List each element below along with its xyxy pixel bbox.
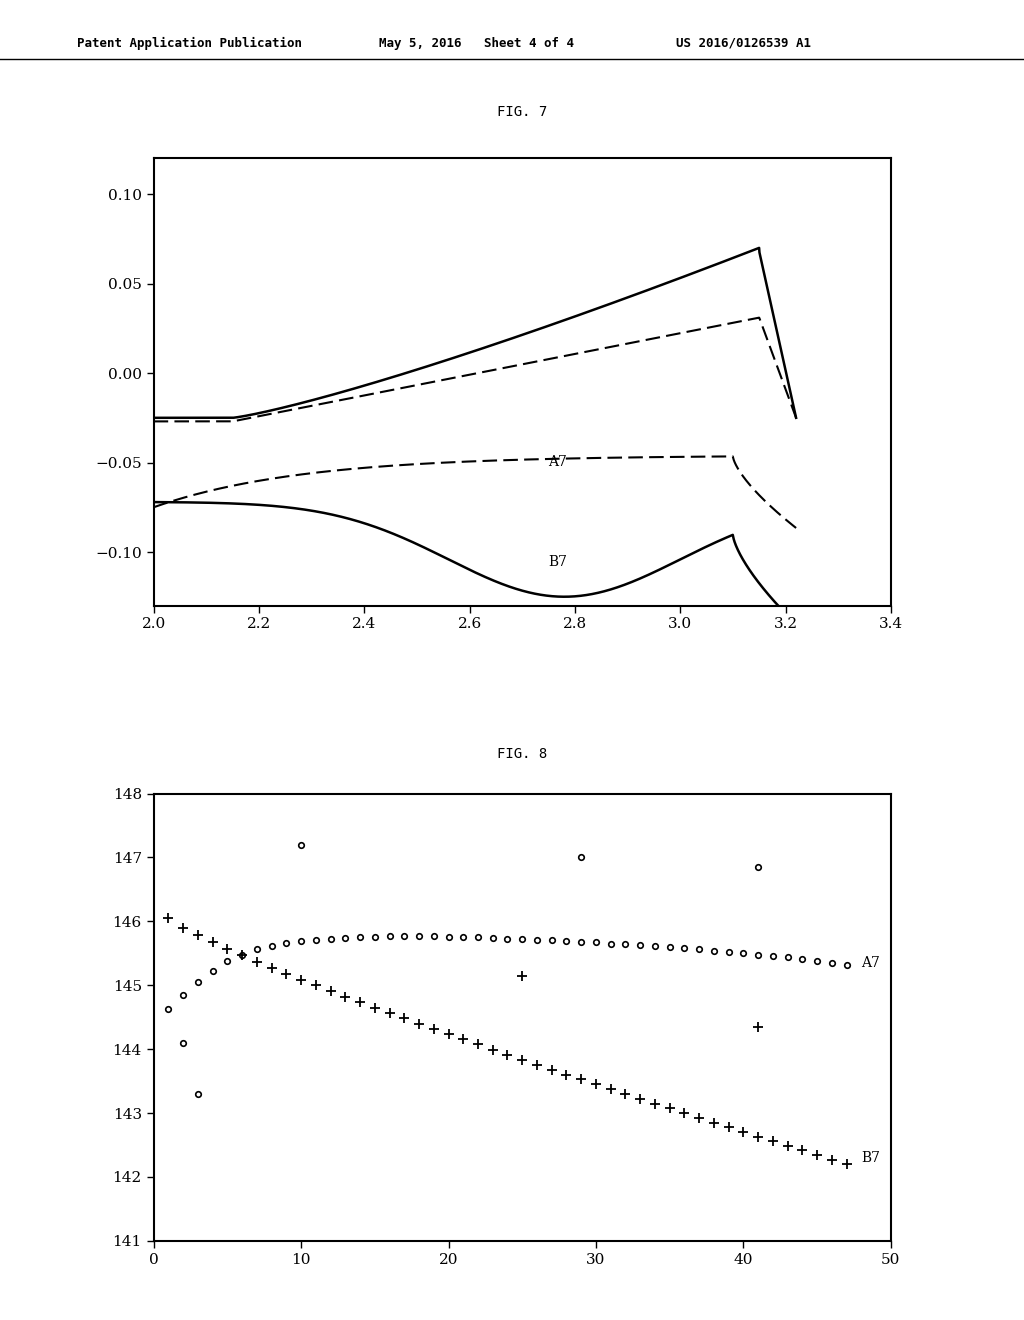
- Text: US 2016/0126539 A1: US 2016/0126539 A1: [676, 37, 811, 50]
- Text: FIG. 8: FIG. 8: [497, 747, 548, 760]
- Text: May 5, 2016   Sheet 4 of 4: May 5, 2016 Sheet 4 of 4: [379, 37, 573, 50]
- Text: Patent Application Publication: Patent Application Publication: [77, 37, 302, 50]
- Text: B7: B7: [861, 1151, 881, 1164]
- Text: A7: A7: [861, 956, 881, 970]
- Text: FIG. 7: FIG. 7: [497, 104, 548, 119]
- Text: A7: A7: [549, 455, 567, 469]
- Text: B7: B7: [549, 556, 567, 569]
